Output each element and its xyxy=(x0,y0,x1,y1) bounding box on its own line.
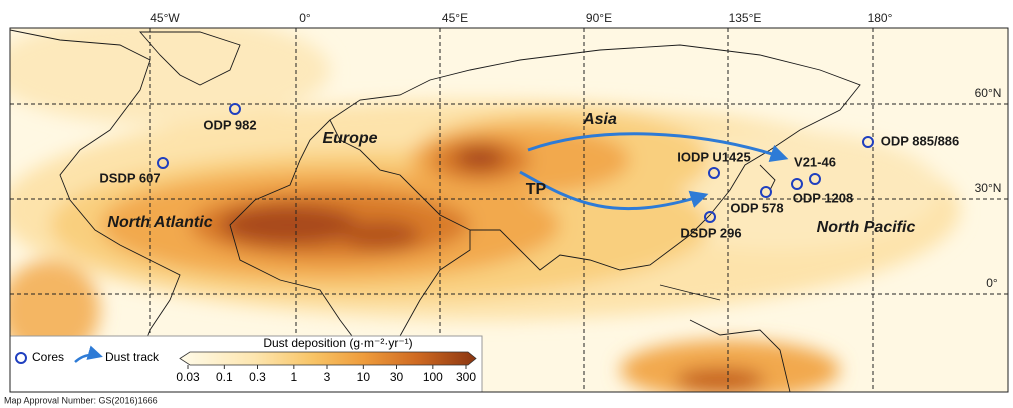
core-marker xyxy=(704,211,716,223)
core-label: IODP U1425 xyxy=(677,149,750,164)
core-markers xyxy=(157,103,874,223)
colorbar-tick-label: 3 xyxy=(324,370,331,384)
colorbar-tick-label: 0.03 xyxy=(176,370,200,384)
colorbar-tick-label: 0.1 xyxy=(216,370,233,384)
legend-track-symbol xyxy=(74,345,103,363)
legend-core-symbol xyxy=(15,352,27,364)
core-marker xyxy=(708,167,720,179)
core-marker xyxy=(791,178,803,190)
region-label: North Pacific xyxy=(817,219,916,236)
core-marker xyxy=(157,157,169,169)
latitude-label: 30°N xyxy=(975,181,1002,195)
latitude-label: 60°N xyxy=(975,86,1002,100)
core-label: ODP 578 xyxy=(730,200,783,215)
core-marker xyxy=(229,103,241,115)
legend-label: Dust track xyxy=(105,350,160,364)
latitude-label: 0° xyxy=(986,276,998,290)
core-marker xyxy=(760,186,772,198)
graticule xyxy=(10,28,1008,392)
longitude-label: 45°E xyxy=(442,11,468,25)
core-label: ODP 885/886 xyxy=(881,133,960,148)
colorbar-tick-label: 0.3 xyxy=(249,370,266,384)
longitude-label: 135°E xyxy=(729,11,762,25)
map-frame xyxy=(9,27,1009,393)
region-label: TP xyxy=(526,181,547,198)
dust-deposition-field xyxy=(10,28,960,392)
footer-note: Map Approval Number: GS(2016)1666 xyxy=(4,395,158,405)
legend-box: Cores Dust track Dust deposition (g·m⁻²·… xyxy=(10,335,483,392)
colorbar-tick-label: 1 xyxy=(290,370,297,384)
core-label: ODP 982 xyxy=(203,117,256,132)
colorbar-title: Dust deposition (g·m⁻²·yr⁻¹) xyxy=(263,336,412,350)
dust-track-arrow xyxy=(527,132,789,163)
core-marker xyxy=(809,173,821,185)
map-area: Europe Asia North Atlantic North Pacific… xyxy=(10,28,1008,392)
dust-track-arrow xyxy=(519,170,709,211)
longitude-labels: 45°W 0° 45°E 90°E 135°E 180° xyxy=(150,11,892,25)
core-label: ODP 1208 xyxy=(793,190,853,205)
longitude-label: 0° xyxy=(299,11,311,25)
longitude-label: 90°E xyxy=(586,11,612,25)
longitude-label: 180° xyxy=(868,11,893,25)
core-label: DSDP 296 xyxy=(680,225,741,240)
colorbar-tick-label: 100 xyxy=(423,370,443,384)
region-label: Europe xyxy=(322,130,377,147)
colorbar xyxy=(179,351,477,366)
core-marker xyxy=(862,136,874,148)
legend-label: Cores xyxy=(32,350,64,364)
colorbar-ticks: 0.03 0.1 0.3 1 3 10 30 100 300 xyxy=(176,365,476,384)
colorbar-tick-label: 30 xyxy=(390,370,404,384)
region-label: Asia xyxy=(582,111,617,128)
colorbar-tick-label: 10 xyxy=(357,370,371,384)
longitude-label: 45°W xyxy=(150,11,180,25)
colorbar-tick-label: 300 xyxy=(456,370,476,384)
dust-tracks xyxy=(519,132,789,211)
region-label: North Atlantic xyxy=(107,214,212,231)
core-label: DSDP 607 xyxy=(99,170,160,185)
core-label: V21-46 xyxy=(794,154,836,169)
